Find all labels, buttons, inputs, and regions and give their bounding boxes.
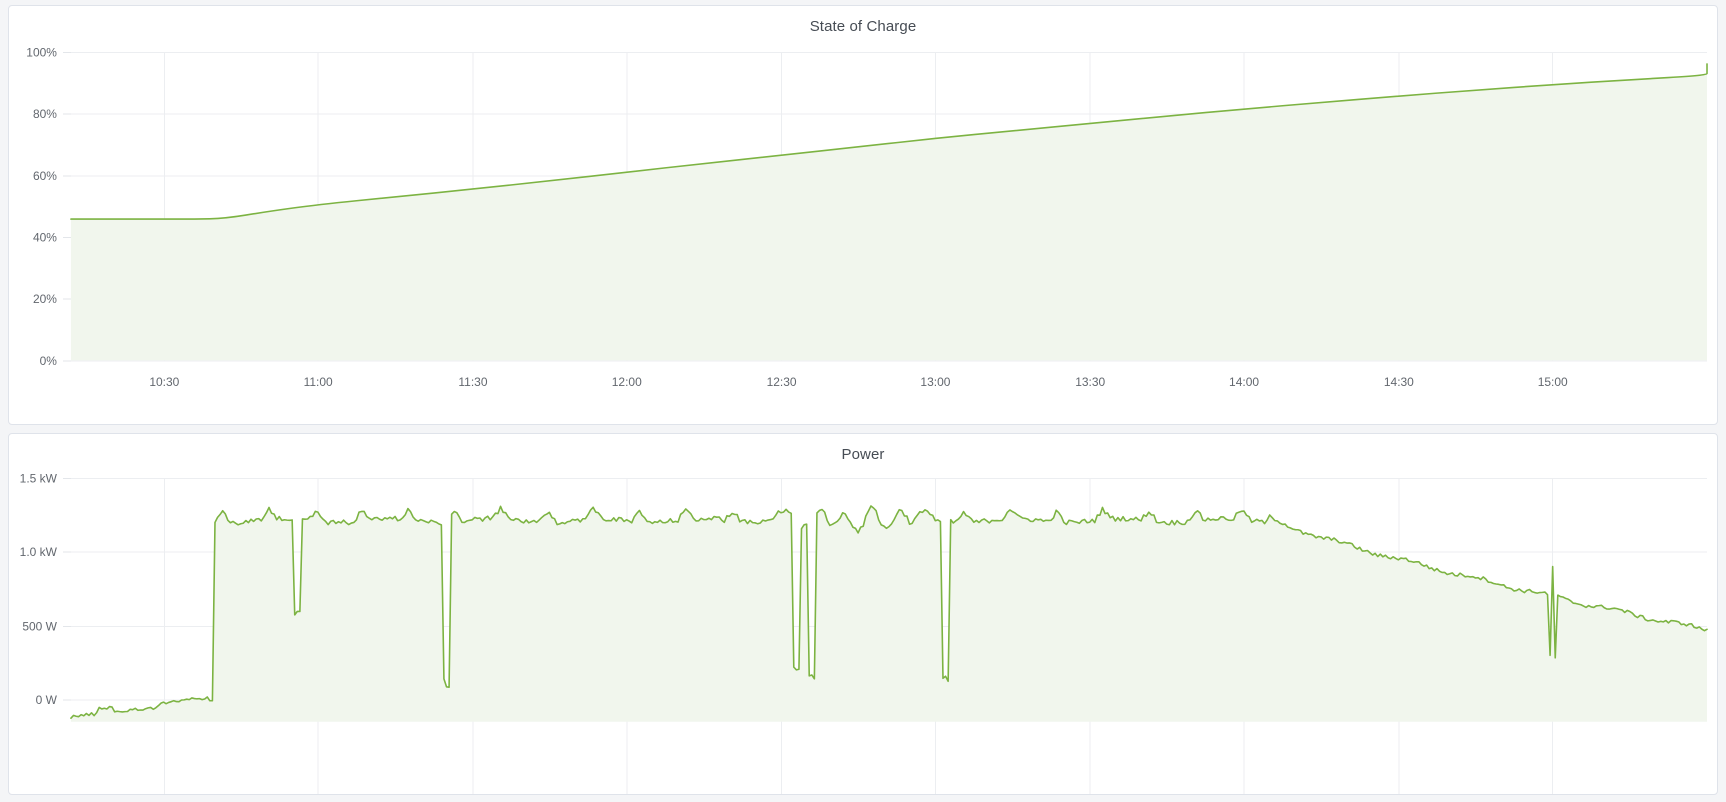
x-axis-tick-label: 11:00	[304, 375, 333, 389]
x-axis-tick-label: 12:00	[612, 375, 642, 389]
x-axis-tick-label: 14:30	[1384, 375, 1414, 389]
panel-state-of-charge: State of Charge 0% 20% 40% 60% 80% 100% 10:30 1…	[8, 5, 1718, 425]
power-area	[70, 506, 1708, 722]
state-of-charge-line	[70, 63, 1708, 220]
chart-state-of-charge: 0% 20% 40% 60% 80% 100% 10:30 11:00 11:30 12:00 12…	[9, 40, 1717, 424]
power-plot: 0 W 500 W 1.0 kW 1.5 kW	[20, 471, 1708, 794]
panel-power: Power 0 W 500 W 1.0 kW 1.5 kW	[8, 433, 1718, 795]
y-axis-tick-label: 20%	[33, 292, 57, 306]
y-axis-tick-label: 80%	[33, 107, 57, 121]
state-of-charge-plot: 0% 20% 40% 60% 80% 100% 10:30 11:00 11:30 12:00 12…	[26, 45, 1708, 389]
y-axis-tick-label: 1.0 kW	[20, 545, 58, 559]
y-axis-tick-label: 500 W	[22, 620, 57, 634]
x-axis-tick-label: 13:30	[1075, 375, 1105, 389]
y-axis-tick-label: 1.5 kW	[20, 471, 58, 485]
power-line	[70, 505, 1708, 719]
chart-power: 0 W 500 W 1.0 kW 1.5 kW	[9, 468, 1717, 794]
y-axis-tick-label: 0 W	[36, 693, 58, 707]
x-axis-tick-label: 10:30	[149, 375, 179, 389]
state-of-charge-area	[70, 63, 1708, 361]
y-axis-tick-label: 0%	[40, 354, 58, 368]
panel-title-power: Power	[841, 446, 885, 463]
y-axis-tick-label: 100%	[26, 45, 57, 59]
x-axis-tick-label: 14:00	[1229, 375, 1259, 389]
x-axis-tick-label: 11:30	[458, 375, 487, 389]
y-axis-tick-label: 40%	[33, 230, 57, 244]
panel-title-state-of-charge: State of Charge	[809, 18, 917, 35]
x-axis-tick-label: 12:30	[767, 375, 797, 389]
x-axis-tick-label: 15:00	[1538, 375, 1568, 389]
y-axis-tick-label: 60%	[33, 169, 57, 183]
x-axis-tick-label: 13:00	[920, 375, 950, 389]
